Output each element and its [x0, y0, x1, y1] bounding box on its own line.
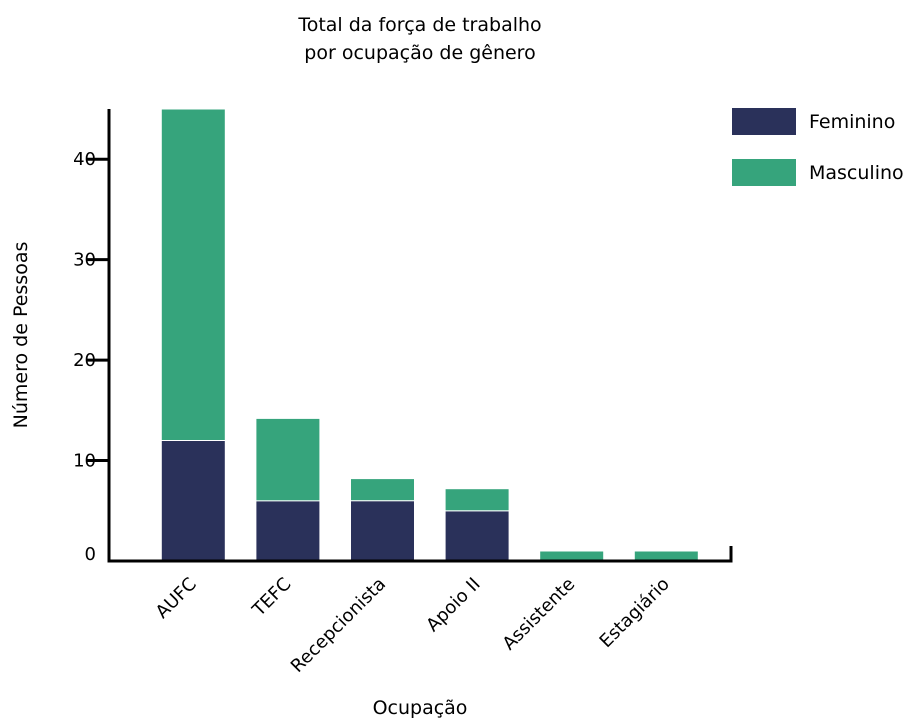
axes: [107, 109, 733, 563]
x-axis-label: Ocupação: [373, 697, 468, 719]
y-ticks: 0 10 20 30 40: [73, 149, 109, 565]
y-tick-label-10: 10: [73, 451, 96, 472]
bar-aufc-feminino: [160, 440, 226, 562]
legend-label-feminino: Feminino: [809, 111, 895, 133]
x-tick-label-aufc: AUFC: [152, 574, 201, 623]
chart-title: Total da força de trabalho por ocupação …: [297, 14, 541, 64]
bar-aufc-masculino: [160, 108, 226, 441]
y-tick-label-20: 20: [73, 350, 96, 371]
legend: Feminino Masculino: [732, 108, 904, 186]
bar-apoio-ii-masculino: [444, 488, 510, 512]
y-tick-label-40: 40: [73, 149, 96, 170]
x-tick-label-tefc: TEFC: [248, 574, 296, 622]
x-tick-label-estagiario: Estagiário: [596, 574, 674, 652]
x-tick-label-assistente: Assistente: [499, 574, 580, 655]
x-tick-label-recepcionista: Recepcionista: [287, 574, 390, 677]
y-tick-label-0: 0: [85, 544, 96, 565]
bar-tefc-masculino: [255, 417, 321, 502]
legend-swatch-masculino: [732, 159, 796, 186]
bar-apoio-ii-feminino: [444, 510, 510, 562]
bar-recepcionista-masculino: [350, 478, 415, 502]
chart-title-line-1: Total da força de trabalho: [297, 14, 541, 36]
legend-swatch-feminino: [732, 108, 796, 135]
bar-tefc-feminino: [255, 500, 321, 562]
y-tick-label-30: 30: [73, 250, 96, 271]
x-tick-label-apoio-ii: Apoio II: [422, 574, 484, 636]
chart-title-line-2: por ocupação de gênero: [304, 42, 535, 64]
bar-recepcionista-feminino: [350, 500, 415, 562]
bars-layer: [160, 108, 699, 562]
y-axis-label: Número de Pessoas: [10, 242, 32, 429]
legend-label-masculino: Masculino: [809, 162, 904, 184]
